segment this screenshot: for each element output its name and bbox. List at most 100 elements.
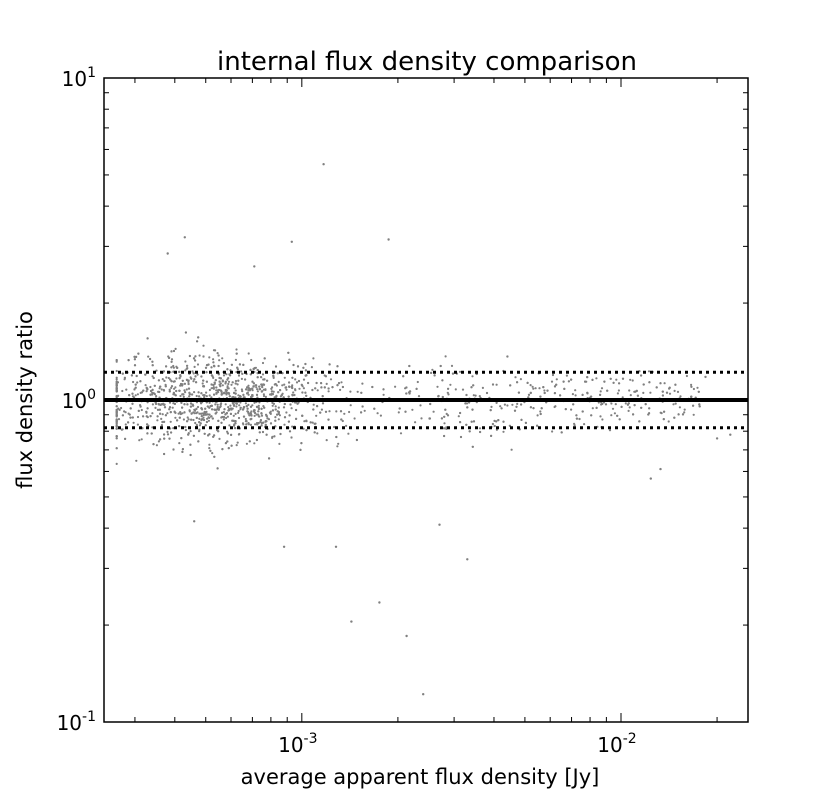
data-point (185, 378, 188, 381)
data-point (164, 414, 167, 417)
data-point (268, 457, 271, 460)
data-point (323, 386, 326, 389)
data-point (387, 238, 390, 241)
data-point (180, 437, 183, 440)
data-point (465, 393, 468, 397)
data-point (288, 381, 291, 384)
data-point (244, 420, 248, 423)
data-point (247, 389, 250, 392)
data-point (142, 389, 145, 392)
data-point (192, 357, 196, 360)
data-point (437, 394, 440, 398)
data-point (163, 406, 167, 409)
data-point (640, 406, 643, 409)
data-point (194, 359, 197, 362)
data-point (262, 383, 266, 386)
data-point (124, 437, 127, 440)
data-point (603, 380, 606, 383)
data-point (217, 364, 220, 368)
data-point (382, 388, 385, 391)
data-point (235, 444, 238, 447)
data-point (255, 386, 258, 389)
data-point (615, 378, 618, 381)
data-point (189, 453, 192, 457)
data-point (290, 385, 294, 388)
data-point (312, 357, 315, 360)
data-point (283, 423, 286, 426)
data-point (195, 412, 198, 415)
data-point (265, 433, 268, 436)
data-point (137, 352, 140, 355)
data-point (287, 395, 290, 398)
data-point (272, 390, 275, 393)
data-point (204, 366, 208, 369)
data-point (631, 379, 634, 382)
data-point (115, 378, 118, 381)
data-point (465, 402, 469, 405)
data-point (404, 410, 407, 413)
data-point (277, 406, 280, 409)
data-point (327, 390, 330, 393)
data-point (490, 434, 493, 437)
data-point (192, 372, 195, 375)
data-point (692, 413, 695, 416)
data-point (333, 425, 336, 429)
data-point (319, 411, 322, 414)
data-point (411, 408, 414, 411)
data-point (200, 412, 203, 415)
data-point (288, 358, 291, 361)
data-point (539, 395, 542, 398)
data-point (203, 396, 206, 399)
data-point (399, 432, 403, 435)
data-point (133, 364, 137, 367)
data-point (313, 422, 316, 425)
data-point (288, 385, 291, 388)
data-point (242, 396, 245, 399)
data-point (287, 420, 290, 423)
data-point (297, 379, 301, 383)
data-point (226, 432, 229, 435)
data-point (213, 381, 216, 384)
data-point (470, 420, 473, 423)
data-point (222, 411, 225, 414)
data-point (628, 406, 631, 409)
data-point (222, 392, 225, 395)
data-point (168, 401, 172, 404)
data-point (234, 379, 238, 383)
data-point (188, 409, 191, 412)
data-point (246, 407, 249, 410)
data-point (609, 377, 612, 380)
data-point (676, 390, 680, 393)
data-point (205, 395, 208, 398)
data-point (273, 396, 276, 399)
data-point (553, 392, 557, 395)
data-point (134, 394, 137, 397)
data-point (173, 387, 176, 390)
data-point (221, 411, 224, 414)
axis-ticks (104, 77, 748, 723)
data-point (274, 408, 277, 411)
data-point (324, 410, 328, 413)
data-point (621, 396, 624, 399)
data-point (274, 416, 277, 419)
data-point (217, 430, 220, 433)
data-point (441, 379, 444, 382)
data-point (234, 382, 237, 385)
data-point (165, 365, 168, 368)
data-point (210, 415, 213, 418)
data-point (261, 430, 265, 434)
data-point (685, 374, 689, 378)
data-point (590, 414, 593, 417)
data-point (201, 412, 205, 415)
data-point (310, 366, 313, 369)
data-point (162, 389, 166, 392)
data-point (285, 386, 288, 389)
data-point (139, 380, 142, 383)
data-point (115, 383, 118, 386)
data-point (244, 402, 247, 405)
data-point (210, 366, 213, 369)
data-point (115, 408, 118, 411)
data-point (156, 408, 160, 411)
data-point (361, 382, 364, 385)
data-point (199, 422, 202, 425)
